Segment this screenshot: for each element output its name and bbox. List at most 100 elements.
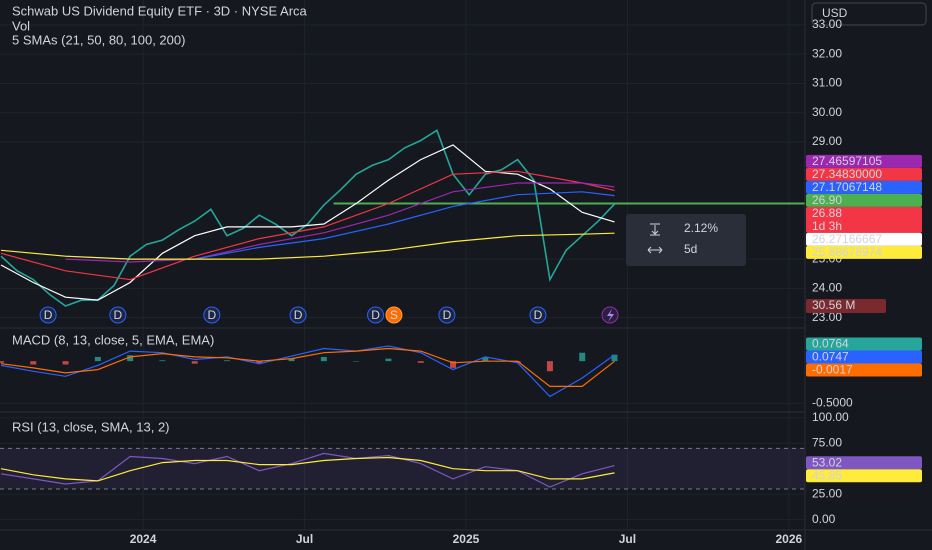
y-tick-label: 23.00 — [812, 310, 842, 324]
price-label-bg — [806, 469, 922, 483]
series-line — [0, 456, 615, 482]
price-label: 45.85 — [812, 468, 842, 482]
price-label: 26.90 — [812, 193, 842, 207]
event-marker — [203, 306, 221, 324]
x-tick-label: Jul — [296, 532, 313, 546]
price-label: 53.02 — [812, 455, 842, 469]
event-label: S — [390, 308, 398, 322]
y-tick-label: 33.00 — [812, 17, 842, 31]
price-label: 26.88 — [812, 206, 842, 220]
event-label: D — [114, 308, 123, 322]
histogram-bar — [94, 356, 101, 362]
y-tick-label: 75.00 — [812, 435, 842, 449]
price-label: 25.88678974 — [812, 245, 882, 259]
series-line — [0, 345, 615, 398]
histogram-bar — [450, 361, 457, 368]
measure-span: 5d — [684, 242, 697, 256]
price-label-bg — [806, 363, 922, 377]
price-label: -0.0017 — [812, 363, 853, 377]
series-line — [0, 129, 616, 307]
measure-box: 2.12% 5d — [626, 214, 746, 266]
measure-icon — [647, 246, 663, 254]
event-marker — [438, 306, 456, 324]
rsi-legend: RSI (13, close, SMA, 13, 2) — [12, 419, 170, 434]
currency[interactable]: USD — [822, 6, 848, 20]
labels: 2024 Jul 2025 Jul 2026 23.00 24.00 25.00 29.00 30… — [130, 17, 922, 546]
countdown-label: 1d 3h — [812, 219, 842, 233]
series-line — [65, 182, 615, 263]
histogram-bar — [417, 361, 424, 363]
measure-icon — [650, 223, 660, 236]
event-label: D — [44, 308, 53, 322]
histogram-bar — [288, 358, 295, 362]
histogram-bar — [0, 361, 4, 363]
x-tick-label: 2026 — [776, 532, 803, 546]
histogram-bar — [256, 361, 263, 364]
histogram-bar — [159, 360, 166, 362]
histogram-bar — [30, 361, 37, 365]
measure-percent: 2.12% — [684, 221, 718, 235]
macd-legend: MACD (8, 13, close, 5, EMA, EMA) — [12, 332, 214, 347]
price-label-bg — [806, 232, 922, 246]
y-tick-label: 29.00 — [812, 134, 842, 148]
event-marker — [529, 306, 547, 324]
event-label: D — [371, 308, 380, 322]
histogram-bar — [385, 358, 392, 362]
histogram-bar — [62, 361, 69, 365]
event-label: D — [443, 308, 452, 322]
price-label-bg — [806, 245, 922, 259]
series-line — [0, 452, 615, 488]
price-label: 27.17067148 — [812, 180, 882, 194]
y-tick-label: 24.00 — [812, 281, 842, 295]
histogram-bar — [127, 355, 134, 362]
price-label-bg — [806, 456, 922, 470]
y-tick-label: 30.00 — [812, 105, 842, 119]
series-line — [0, 144, 615, 301]
histogram-bar — [353, 361, 360, 362]
rsi-band — [0, 448, 805, 490]
price-label: 0.0764 — [812, 337, 849, 351]
price-label-bg — [806, 180, 922, 194]
x-tick-label: 2024 — [130, 532, 157, 546]
series-line — [0, 170, 615, 281]
histogram-bar — [546, 361, 553, 372]
grid — [0, 0, 805, 530]
y-tick-label: 31.00 — [812, 76, 842, 90]
y-tick-label: -0.5000 — [812, 395, 853, 409]
event-marker — [385, 306, 403, 324]
price-label: 27.46597105 — [812, 154, 882, 168]
event-label: D — [207, 308, 216, 322]
histogram-bar — [320, 356, 327, 362]
volume-label: 30.56 M — [812, 298, 855, 312]
x-tick-label: 2025 — [453, 532, 480, 546]
histogram-bar — [191, 361, 198, 364]
sma-legend: 5 SMAs (21, 50, 80, 100, 200) — [12, 32, 185, 47]
symbol-title: Schwab US Dividend Equity ETF · 3D · NYS… — [12, 3, 308, 18]
histogram-bar — [482, 356, 489, 362]
price-label-bg — [806, 167, 922, 181]
lightning-marker — [601, 306, 619, 324]
histogram-bar — [579, 352, 586, 362]
price-label: 26.27166667 — [812, 232, 882, 246]
currency-button[interactable] — [811, 2, 927, 26]
volume-label-bg — [806, 299, 886, 313]
price-label-bg — [806, 337, 922, 351]
histogram-bar — [611, 354, 618, 362]
series-line — [0, 232, 615, 260]
event-icon — [607, 309, 614, 322]
event-label: D — [294, 308, 303, 322]
price-label-bg — [806, 206, 922, 233]
volume-legend: Vol — [12, 18, 30, 33]
event-marker — [289, 306, 307, 324]
y-tick-label: 0.00 — [812, 512, 836, 526]
y-tick-label: 100.00 — [812, 410, 849, 424]
price-label: 27.34830000 — [812, 167, 882, 181]
series-line — [0, 347, 615, 387]
histogram-bar — [514, 361, 521, 363]
measure-background — [626, 214, 746, 266]
event-label: D — [534, 308, 543, 322]
y-tick-label: 32.00 — [812, 46, 842, 60]
price-label: 0.0747 — [812, 350, 849, 364]
